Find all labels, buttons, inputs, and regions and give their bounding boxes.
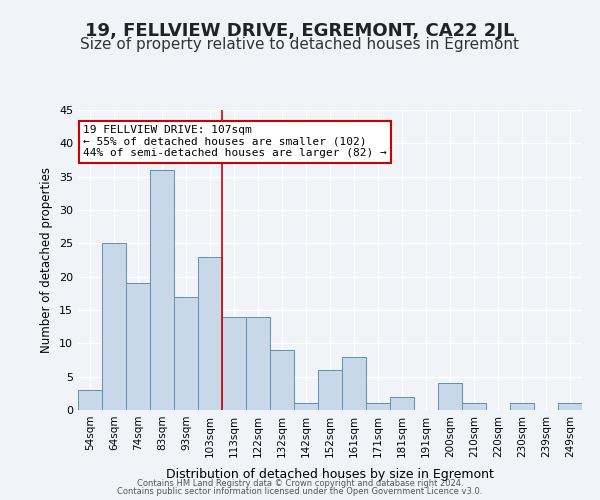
Bar (174, 296, 198, 410)
Bar (78, 390, 102, 410)
Bar (126, 284, 150, 410)
Bar (222, 316, 246, 410)
Text: Contains HM Land Registry data © Crown copyright and database right 2024.: Contains HM Land Registry data © Crown c… (137, 478, 463, 488)
Bar (246, 316, 270, 410)
Bar (318, 370, 342, 410)
Bar (510, 404, 534, 410)
Bar (342, 356, 366, 410)
Bar (102, 244, 126, 410)
Text: Contains public sector information licensed under the Open Government Licence v3: Contains public sector information licen… (118, 487, 482, 496)
Bar (150, 170, 174, 410)
Bar (270, 350, 294, 410)
Bar (438, 384, 462, 410)
Bar (366, 404, 390, 410)
Bar (558, 404, 582, 410)
X-axis label: Distribution of detached houses by size in Egremont: Distribution of detached houses by size … (166, 468, 494, 481)
Bar (294, 404, 318, 410)
Text: 19, FELLVIEW DRIVE, EGREMONT, CA22 2JL: 19, FELLVIEW DRIVE, EGREMONT, CA22 2JL (85, 22, 515, 40)
Text: Size of property relative to detached houses in Egremont: Size of property relative to detached ho… (80, 38, 520, 52)
Text: 19 FELLVIEW DRIVE: 107sqm
← 55% of detached houses are smaller (102)
44% of semi: 19 FELLVIEW DRIVE: 107sqm ← 55% of detac… (83, 125, 387, 158)
Bar (462, 404, 486, 410)
Bar (390, 396, 414, 410)
Bar (198, 256, 222, 410)
Y-axis label: Number of detached properties: Number of detached properties (40, 167, 53, 353)
